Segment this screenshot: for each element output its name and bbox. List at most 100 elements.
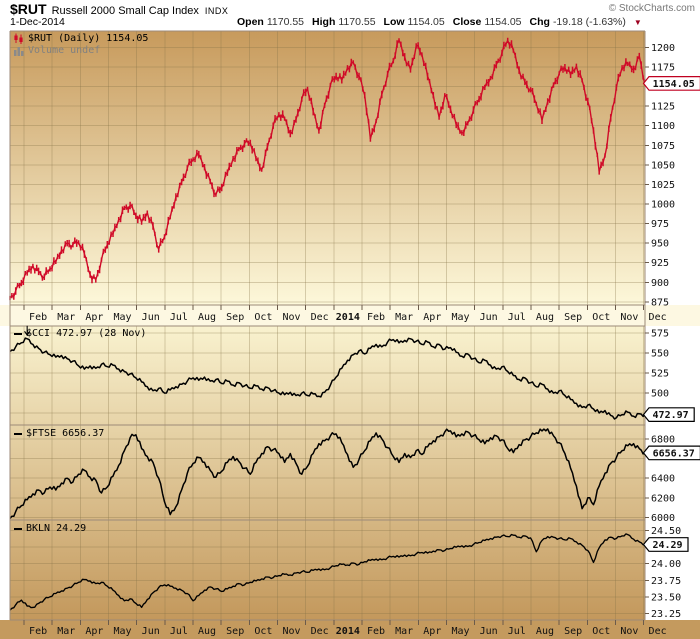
month-label: Dec	[649, 312, 667, 323]
price-legend-label: $RUT (Daily) 1154.05	[28, 33, 149, 44]
ohlc-readout: Open 1170.55 High 1170.55 Low 1154.05 Close 115…	[237, 16, 642, 28]
month-label: Apr	[423, 312, 441, 323]
ftse-legend-label: $FTSE 6656.37	[26, 428, 105, 439]
axis-tick-label: 950	[651, 239, 669, 250]
axis-tick-label: 1050	[651, 160, 675, 171]
axis-tick-label: 975	[651, 219, 669, 230]
axis-tick-label: 6800	[651, 434, 675, 445]
axis-tick-label: 875	[651, 297, 669, 308]
month-label: Apr	[85, 626, 103, 637]
low-value: 1154.05	[407, 16, 445, 28]
lower-panels-background	[10, 326, 645, 620]
month-label: Aug	[198, 626, 216, 637]
cci-series-path	[9, 337, 646, 420]
month-label: Aug	[536, 312, 554, 323]
month-label: Mar	[395, 312, 413, 323]
month-label: May	[114, 312, 132, 323]
cci-legend: $CCI 472.97 (28 Nov)	[14, 328, 146, 339]
low-label: Low	[383, 16, 405, 28]
month-label: Oct	[592, 312, 610, 323]
bkln-legend: BKLN 24.29	[14, 523, 86, 534]
open-label: Open	[237, 16, 264, 28]
month-label: Aug	[536, 626, 554, 637]
month-label: May	[451, 626, 469, 637]
axis-tick-label: 1200	[651, 43, 675, 54]
cci-last-value-label: 472.97	[653, 410, 689, 421]
close-label: Close	[452, 16, 482, 28]
line-swatch-icon	[14, 527, 22, 530]
bkln-series-path	[9, 533, 646, 611]
close-value: 1154.05	[484, 16, 522, 28]
month-label: 2014	[336, 626, 360, 637]
month-label: Jun	[480, 312, 498, 323]
month-label: Apr	[85, 312, 103, 323]
month-label: Oct	[254, 626, 272, 637]
axis-tick-label: 575	[651, 329, 669, 340]
month-label: Nov	[620, 312, 638, 323]
month-label: Feb	[29, 312, 47, 323]
axis-tick-label: 900	[651, 278, 669, 289]
axis-tick-label: 23.25	[651, 609, 681, 620]
month-label: Sep	[226, 312, 244, 323]
month-label: Jun	[142, 312, 160, 323]
month-label: Jul	[170, 312, 188, 323]
month-label: Nov	[282, 312, 300, 323]
axis-tick-label: 1025	[651, 180, 675, 191]
month-label: Oct	[592, 626, 610, 637]
ftse-series-path	[9, 428, 646, 519]
month-label: Dec	[649, 626, 667, 637]
main-panel-background	[10, 31, 645, 305]
candlestick-icon	[14, 33, 23, 44]
cci-legend-label: $CCI 472.97 (28 Nov)	[26, 328, 147, 339]
quote-row: 1-Dec-2014 Open 1170.55 High 1170.55 Low 1154…	[0, 16, 700, 29]
bkln-last-value-box	[642, 537, 689, 552]
axis-tick-label: 1075	[651, 141, 675, 152]
month-label: May	[114, 626, 132, 637]
axis-tick-label: 23.75	[651, 576, 681, 587]
axis-tick-label: 24.50	[651, 526, 681, 537]
axis-tick-label: 1125	[651, 102, 675, 113]
axis-tick-label: 6000	[651, 513, 675, 524]
month-label: Apr	[423, 626, 441, 637]
month-label: Jun	[480, 626, 498, 637]
month-label: 2014	[336, 312, 360, 323]
price-last-value-label: 1154.05	[653, 79, 695, 90]
bkln-legend-label: BKLN 24.29	[26, 523, 87, 534]
bkln-last-value-label: 24.29	[652, 540, 682, 551]
month-label: Jul	[508, 312, 526, 323]
copyright-link[interactable]: © StockCharts.com	[608, 3, 695, 14]
month-label: Nov	[282, 626, 300, 637]
month-label: Feb	[29, 626, 47, 637]
price-series-path	[9, 38, 646, 299]
axis-tick-label: 525	[651, 369, 669, 380]
volume-legend-label: Volume undef	[28, 45, 101, 56]
month-label: Feb	[367, 312, 385, 323]
title-row: $RUT Russell 2000 Small Cap Index INDX	[10, 1, 228, 19]
chart-header: $RUT Russell 2000 Small Cap Index INDX © S…	[0, 0, 700, 30]
cci-last-value-box	[642, 407, 695, 422]
month-label: Dec	[311, 312, 329, 323]
axis-tick-label: 1000	[651, 200, 675, 211]
month-label: Sep	[564, 312, 582, 323]
month-label: Mar	[57, 626, 75, 637]
axis-tick-label: 925	[651, 258, 669, 269]
month-label: May	[451, 312, 469, 323]
month-label: Sep	[564, 626, 582, 637]
axis-tick-label: 500	[651, 389, 669, 400]
month-label: Dec	[311, 626, 329, 637]
month-label: Feb	[367, 626, 385, 637]
month-label: Jul	[508, 626, 526, 637]
month-label: Nov	[620, 626, 638, 637]
axis-tick-label: 1100	[651, 121, 675, 132]
month-label: Mar	[395, 626, 413, 637]
ftse-last-value-label: 6656.37	[653, 448, 695, 459]
axis-tick-label: 24.00	[651, 559, 681, 570]
chg-label: Chg	[529, 16, 550, 28]
symbol-title: $RUT	[10, 1, 47, 17]
quote-date: 1-Dec-2014	[10, 16, 65, 28]
axis-tick-label: 23.50	[651, 592, 681, 603]
chg-down-triangle-icon[interactable]: ▼	[633, 18, 642, 27]
axis-tick-label: 6200	[651, 493, 675, 504]
